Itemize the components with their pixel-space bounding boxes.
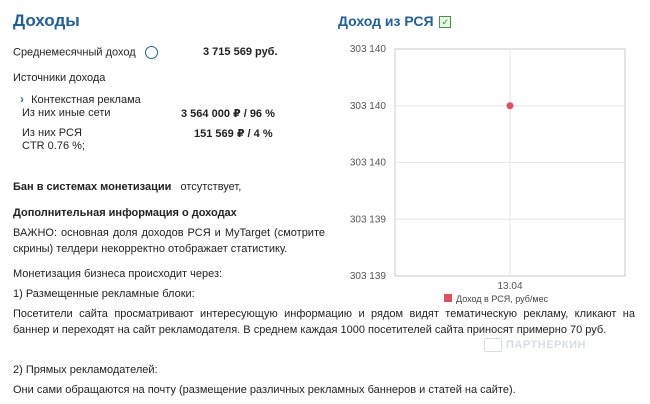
important-note: ВАЖНО: основная доля доходов РСЯ и MyTar… xyxy=(13,227,325,255)
chevron-right-icon: › xyxy=(20,92,24,106)
monthly-income-value: 3 715 569 руб. xyxy=(203,46,278,58)
check-icon[interactable]: ✓ xyxy=(439,16,452,29)
income-title: Доходы xyxy=(13,11,80,30)
watermark-logo: ПАРТНЕРКИН xyxy=(484,338,586,352)
data-point xyxy=(506,102,514,110)
direct-advertisers-text: Они сами обращаются на почту (размещение… xyxy=(13,384,516,396)
y-tick-label: 303 140 xyxy=(350,158,387,169)
y-tick-label: 303 139 xyxy=(350,214,387,225)
y-tick-label: 303 140 xyxy=(350,101,387,112)
y-axis-ticks: 303 140 303 140 303 140 303 139 303 139 xyxy=(350,44,387,282)
other-networks-value: 3 564 000 ₽ / 96 % xyxy=(181,108,275,120)
income-sources-label: Источники дохода xyxy=(13,72,106,84)
chart-title: Доход из РСЯ ✓ xyxy=(338,13,452,29)
logo-icon xyxy=(484,338,502,352)
data-points xyxy=(506,102,514,110)
other-networks-label: Из них иные сети xyxy=(22,107,111,119)
rsya-value: 151 569 ₽ / 4 % xyxy=(194,128,273,140)
x-axis-ticks: 13.04 xyxy=(497,281,522,292)
ban-label: Бан в системах монетизации xyxy=(13,181,172,193)
grid-lines xyxy=(395,49,625,276)
rsya-label: Из них РСЯ xyxy=(22,127,82,139)
legend-label: Доход в РСЯ, руб/мес xyxy=(456,294,549,304)
ban-row: Бан в системах монетизации отсутствует, xyxy=(13,181,241,193)
extra-info-title: Дополнительная информация о доходах xyxy=(13,207,237,219)
ad-blocks-heading: 1) Размещенные рекламные блоки: xyxy=(13,288,195,300)
context-ads-item[interactable]: › Контекстная реклама xyxy=(20,92,141,106)
legend-swatch xyxy=(444,294,452,302)
y-tick-label: 303 139 xyxy=(350,271,387,282)
monetization-intro: Монетизация бизнеса происходит через: xyxy=(13,268,223,280)
ad-blocks-text: Посетители сайта просматривают интересую… xyxy=(13,308,635,336)
x-tick-label: 13.04 xyxy=(497,281,522,292)
y-tick-label: 303 140 xyxy=(350,44,387,55)
ctr-text: CTR 0.76 %; xyxy=(22,140,85,152)
ban-value: отсутствует, xyxy=(180,181,242,193)
rsya-income-chart: 303 140 303 140 303 140 303 139 303 139 13.0… xyxy=(350,44,626,304)
monthly-income-label: Среднемесячный доход xyxy=(13,46,158,59)
help-icon[interactable] xyxy=(144,46,158,59)
direct-advertisers-heading: 2) Прямых рекламодателей: xyxy=(13,364,158,376)
legend: Доход в РСЯ, руб/мес xyxy=(444,294,549,304)
